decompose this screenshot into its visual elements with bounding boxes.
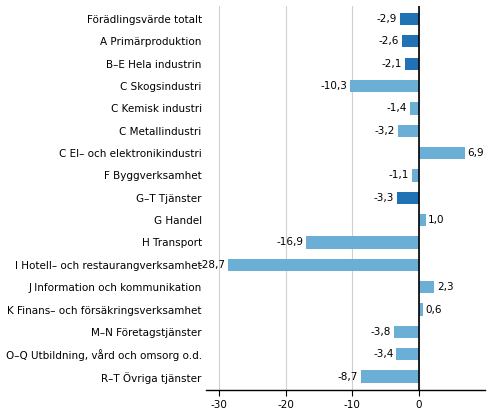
Text: -3,2: -3,2 <box>375 126 395 136</box>
Text: -28,7: -28,7 <box>198 260 225 270</box>
Text: 6,9: 6,9 <box>467 148 484 158</box>
Text: -1,4: -1,4 <box>386 104 407 114</box>
Bar <box>350 80 419 92</box>
Bar <box>419 147 465 159</box>
Bar <box>228 259 419 271</box>
Text: -2,9: -2,9 <box>377 14 397 24</box>
Bar <box>419 303 423 316</box>
Bar <box>398 124 419 137</box>
Bar <box>400 13 419 25</box>
Text: 1,0: 1,0 <box>428 215 445 225</box>
Bar <box>397 192 419 204</box>
Bar <box>306 236 419 249</box>
Bar <box>419 281 434 293</box>
Bar <box>409 102 419 114</box>
Bar <box>405 57 419 70</box>
Bar <box>394 326 419 338</box>
Text: 2,3: 2,3 <box>437 282 454 292</box>
Text: -16,9: -16,9 <box>277 238 304 248</box>
Text: -8,7: -8,7 <box>338 371 358 381</box>
Text: -2,1: -2,1 <box>382 59 402 69</box>
Text: -2,6: -2,6 <box>379 36 399 46</box>
Text: -3,4: -3,4 <box>373 349 394 359</box>
Bar <box>419 214 426 226</box>
Text: 0,6: 0,6 <box>426 305 442 314</box>
Text: -1,1: -1,1 <box>388 171 409 181</box>
Text: -10,3: -10,3 <box>321 81 348 91</box>
Bar <box>361 371 419 383</box>
Text: -3,3: -3,3 <box>374 193 394 203</box>
Bar <box>411 169 419 182</box>
Bar <box>402 35 419 47</box>
Bar <box>396 348 419 360</box>
Text: -3,8: -3,8 <box>371 327 391 337</box>
